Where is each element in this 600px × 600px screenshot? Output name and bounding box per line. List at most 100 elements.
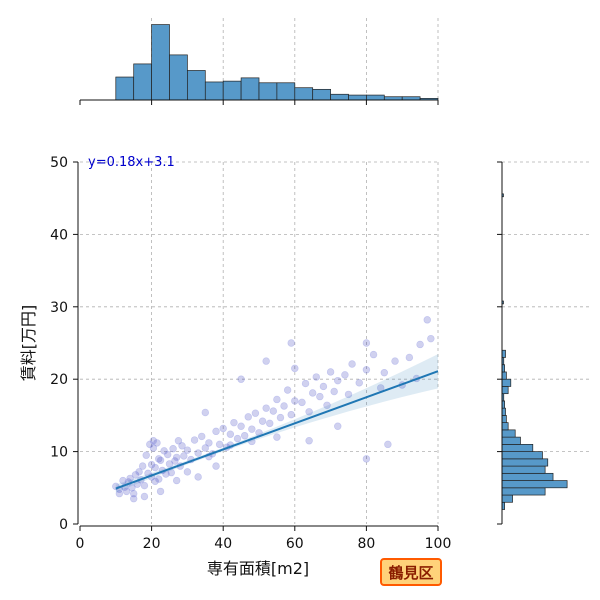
scatter-point — [283, 386, 292, 394]
scatter-point — [171, 457, 179, 465]
scatter-point — [276, 413, 285, 422]
scatter-point — [355, 379, 363, 387]
scatter-point — [316, 392, 324, 401]
scatter-point — [240, 431, 249, 440]
scatter-point — [156, 487, 165, 496]
x-tick-label: 80 — [357, 536, 375, 552]
scatter-point — [380, 368, 388, 377]
main-grid — [80, 161, 439, 524]
top-hist-bar — [330, 93, 349, 101]
main-axes: 0 20 40 60 80 100 0 10 20 30 40 50 — [50, 155, 451, 552]
x-tick-label: 100 — [425, 536, 452, 552]
scatter-point — [153, 439, 161, 447]
scatter-point — [291, 364, 299, 373]
scatter-point — [130, 494, 138, 503]
scatter-point — [330, 387, 338, 396]
scatter-point — [198, 432, 206, 441]
scatter-point — [149, 444, 158, 452]
scatter-point — [172, 453, 181, 462]
scatter-point — [384, 440, 392, 449]
x-tick-label: 20 — [143, 536, 161, 552]
scatter-point — [140, 481, 149, 490]
top-hist-bar — [204, 81, 224, 101]
scatter-point — [362, 366, 371, 374]
scatter-point — [180, 452, 188, 460]
regression-line — [115, 354, 439, 493]
right-hist-bar — [501, 429, 516, 438]
top-marginal-histogram — [79, 18, 439, 105]
right-hist-bar — [501, 407, 506, 416]
scatter-point — [233, 434, 242, 443]
right-hist-bar — [501, 444, 534, 452]
scatter-point — [156, 456, 165, 464]
scatter-point — [142, 451, 150, 459]
top-hist-bar — [187, 70, 206, 101]
scatter-point — [201, 408, 210, 417]
scatter-point — [391, 357, 399, 365]
y-tick-label: 0 — [59, 517, 68, 533]
scatter-point — [362, 455, 371, 463]
scatter-point — [269, 407, 278, 415]
x-tick-label: 60 — [286, 536, 304, 552]
scatter-point — [344, 390, 353, 399]
right-hist-bar — [501, 494, 513, 503]
top-hist-bar — [133, 63, 152, 101]
scatter-point — [312, 373, 320, 381]
scatter-point — [273, 433, 281, 441]
scatter-point — [194, 473, 202, 481]
scatter-point — [215, 440, 224, 449]
scatter-point — [130, 489, 138, 498]
scatter-point — [348, 360, 356, 368]
scatter-point — [251, 409, 260, 417]
top-hist-bar — [348, 94, 367, 101]
ward-badge-label: 鶴見区 — [388, 564, 433, 582]
y-axis-title: 賃料[万円] — [19, 305, 38, 382]
scatter-point — [305, 408, 313, 416]
scatter-point — [212, 427, 220, 436]
scatter-point — [405, 353, 414, 362]
top-hist-bar — [366, 94, 385, 101]
right-hist-bar — [501, 480, 568, 489]
scatter-points — [112, 316, 435, 503]
scatter-point — [334, 422, 342, 430]
scatter-point — [190, 436, 199, 444]
right-hist-bar — [501, 436, 521, 445]
top-hist-bar — [169, 54, 188, 101]
y-tick-label: 20 — [50, 372, 68, 388]
scatter-point — [212, 462, 220, 470]
scatter-point — [298, 398, 306, 407]
right-hist-bar — [501, 386, 509, 395]
scatter-point — [273, 395, 281, 404]
scatter-point — [172, 476, 181, 485]
x-tick-label: 0 — [76, 536, 85, 552]
scatter-point — [151, 477, 159, 485]
scatter-point — [305, 437, 313, 445]
right-hist-bar — [501, 371, 507, 380]
scatter-point — [226, 430, 235, 438]
scatter-point — [423, 316, 431, 324]
top-hist-bar — [294, 87, 314, 101]
top-hist-bar — [115, 76, 135, 101]
scatter-point — [149, 437, 158, 445]
right-hist-bar — [501, 487, 546, 496]
scatter-point — [319, 382, 328, 391]
y-tick-label: 50 — [50, 155, 68, 171]
scatter-point — [369, 350, 378, 359]
scatter-point — [258, 417, 267, 425]
scatter-point — [164, 450, 172, 459]
scatter-point — [219, 424, 227, 433]
y-tick-label: 40 — [50, 227, 68, 243]
scatter-point — [291, 397, 299, 405]
scatter-point — [280, 402, 288, 410]
scatter-point — [301, 379, 310, 388]
scatter-point — [128, 484, 136, 492]
confidence-band — [115, 354, 439, 493]
scatter-point — [237, 375, 245, 383]
scatter-point — [151, 463, 159, 472]
scatter-point — [416, 340, 424, 349]
scatter-point — [287, 410, 295, 419]
scatter-point — [169, 445, 177, 453]
scatter-point — [334, 376, 342, 385]
right-hist-bar — [501, 378, 512, 387]
